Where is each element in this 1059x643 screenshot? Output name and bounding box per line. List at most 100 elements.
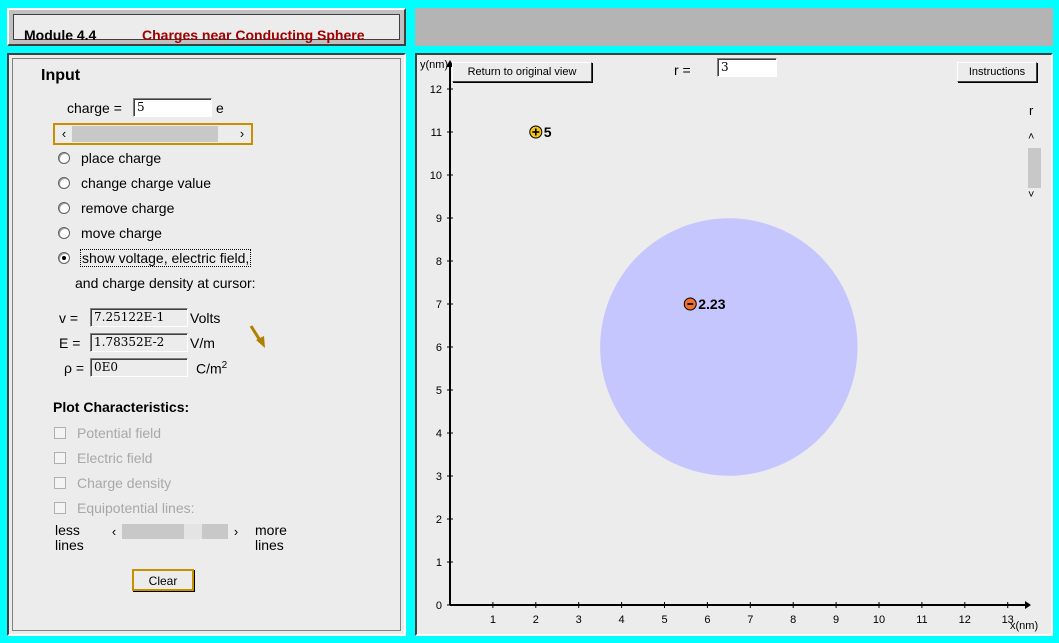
lines-label: lines [255,537,284,553]
clear-button[interactable]: Clear [132,569,194,591]
x-tick-label: 7 [747,614,753,626]
charge-scroll-thumb[interactable] [72,126,218,142]
lines-label: lines [55,537,84,553]
title-panel: Module 4.4 Charges near Conducting Spher… [7,8,406,46]
radio-button[interactable] [58,177,70,189]
x-tick-label: 13 [1002,614,1014,626]
e-unit: V/m [190,335,215,351]
less-label: less [55,522,80,538]
y-tick-label: 11 [431,127,442,139]
checkbox-label: Electric field [77,450,153,466]
charge-unit: e [216,100,224,116]
checkbox-electric-field[interactable]: Electric field [53,450,253,468]
radio-button-selected[interactable] [58,252,70,264]
checkbox[interactable] [54,477,66,489]
v-unit: Volts [190,310,221,326]
input-panel-inner: Input charge = 5 e ‹ › place charge chan… [12,58,401,631]
checkbox-potential-field[interactable]: Potential field [53,425,253,443]
more-lines-label: more lines [255,523,287,553]
lines-track[interactable] [122,524,184,539]
plot-canvas[interactable]: 1 2 3 4 5 6 7 8 9 10 11 12 130123456789101112y(nm)x(… [417,55,1051,634]
plot-characteristics-heading: Plot Characteristics: [53,399,190,415]
x-tick-label: 3 [576,614,582,626]
return-original-view-button[interactable]: Return to original view [452,62,592,82]
x-tick-label: 1 [490,614,496,626]
r-scroll-label: r [1029,103,1034,118]
scroll-left-icon[interactable]: ‹ [111,524,117,539]
x-tick-label: 5 [661,614,667,626]
charge-input[interactable]: 5 [133,98,212,117]
rho-label: ρ = [64,360,85,376]
checkbox[interactable] [54,502,66,514]
r-input[interactable]: 3 [717,58,777,77]
module-title: Charges near Conducting Sphere [142,27,365,43]
charge-value-label: 2.23 [698,296,725,312]
x-tick-label: 8 [790,614,796,626]
charge-value-label: 5 [544,124,552,140]
checkbox-equipotential-lines[interactable]: Equipotential lines: [53,500,253,518]
radio-button[interactable] [58,227,70,239]
mode-continuation: and charge density at cursor: [75,275,256,291]
title-inner: Module 4.4 Charges near Conducting Spher… [13,14,400,43]
checkbox[interactable] [54,452,66,464]
scroll-down-icon[interactable]: ˅ [1028,189,1035,201]
radio-label: move charge [81,225,162,241]
x-tick-label: 4 [619,614,625,626]
rho-readout: 0E0 [90,358,188,377]
r-scroll-thumb[interactable] [1028,148,1041,188]
y-tick-label: 12 [430,84,442,96]
y-tick-label: 6 [436,342,442,354]
rho-unit-sup: 2 [221,360,228,371]
y-tick-label: 8 [436,256,442,268]
x-tick-label: 2 [533,614,539,626]
checkbox-label: Potential field [77,425,162,441]
y-axis-label: y(nm) [420,59,448,71]
x-tick-label: 12 [959,614,971,626]
checkbox[interactable] [54,427,66,439]
input-panel: Input charge = 5 e ‹ › place charge chan… [7,53,406,636]
y-tick-label: 3 [436,471,442,483]
scroll-up-icon[interactable]: ˄ [1028,131,1035,143]
input-heading: Input [41,67,81,84]
radio-button[interactable] [58,152,70,164]
x-tick-label: 11 [916,614,927,626]
y-tick-label: 2 [436,514,442,526]
charge-scrollbar[interactable]: ‹ › [53,123,253,145]
checkbox-charge-density[interactable]: Charge density [53,475,253,493]
more-label: more [255,522,287,538]
field-direction-arrow-icon [249,325,265,348]
v-readout: 7.25122E-1 [90,308,188,327]
x-tick-label: 10 [873,614,885,626]
plot-panel: 1 2 3 4 5 6 7 8 9 10 11 12 13 0 1 2 3 4 5 6 7 8 9 10 11 12 y(nm) x(… [415,53,1053,636]
scroll-left-icon[interactable]: ‹ [61,126,67,141]
scroll-right-icon[interactable]: › [233,524,239,539]
module-label: Module 4.4 [24,27,97,43]
radio-label: show voltage, electric field, [79,249,252,267]
y-tick-label: 4 [436,428,442,440]
radio-label: change charge value [81,175,211,191]
e-readout: 1.78352E-2 [90,333,188,352]
y-tick-label: 1 [436,557,442,569]
y-tick-label: 9 [436,213,442,225]
checkbox-label: Charge density [77,475,172,491]
x-axis-arrow-icon [1025,601,1031,609]
x-axis-label: x(nm) [1010,620,1038,632]
r-label: r = [674,62,691,78]
y-tick-label: 10 [430,170,442,182]
charge-label: charge = [67,100,122,116]
rho-unit-text: C/m [196,360,222,377]
radio-button[interactable] [58,202,70,214]
lines-scroll-thumb[interactable] [202,524,228,539]
less-lines-label: less lines [55,523,84,553]
y-tick-label: 7 [436,299,442,311]
conducting-sphere [600,218,858,476]
radio-label: remove charge [81,200,175,216]
scroll-right-icon[interactable]: › [239,126,245,141]
x-tick-label: 6 [704,614,710,626]
lines-scroll-gap[interactable] [184,524,202,539]
lines-scrollbar[interactable]: ‹ › [105,523,245,541]
r-scrollbar[interactable]: ˄ ˅ [1026,131,1042,203]
instructions-button[interactable]: Instructions [957,62,1037,82]
rho-unit: C/m2 [196,360,227,377]
x-tick-label: 9 [833,614,839,626]
